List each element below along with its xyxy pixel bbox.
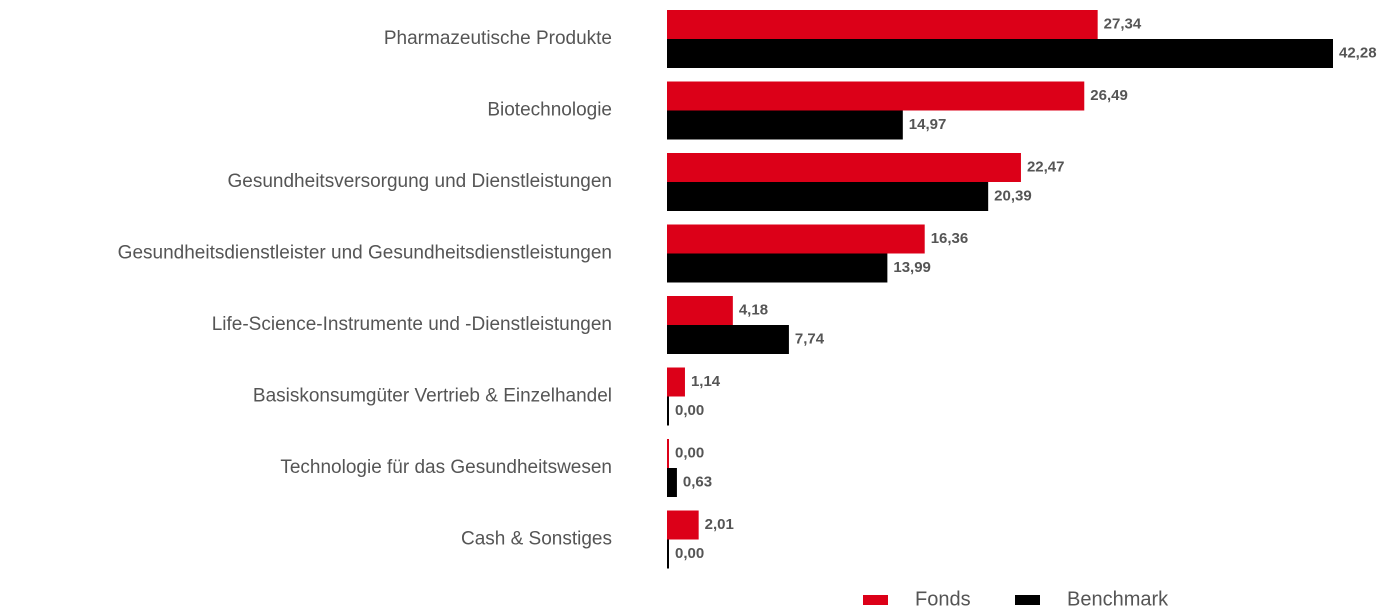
bar xyxy=(667,367,685,397)
value-label: 0,00 xyxy=(675,444,704,461)
value-label: 13,99 xyxy=(893,259,931,276)
value-label: 14,97 xyxy=(909,116,947,133)
value-label: 27,34 xyxy=(1104,15,1142,32)
value-label: 1,14 xyxy=(691,373,721,390)
category-label: Technologie für das Gesundheitswesen xyxy=(280,457,612,478)
category-label: Biotechnologie xyxy=(487,100,612,121)
category-label: Pharmazeutische Produkte xyxy=(384,28,612,49)
legend-swatch xyxy=(1015,595,1040,605)
category-label: Cash & Sonstiges xyxy=(461,529,612,550)
legend-label: Fonds xyxy=(915,588,971,609)
bar xyxy=(667,224,925,254)
bar xyxy=(667,296,733,325)
bar xyxy=(667,396,669,426)
value-label: 16,36 xyxy=(931,230,969,247)
bar xyxy=(667,510,699,540)
value-label: 2,01 xyxy=(705,516,734,533)
category-label: Gesundheitsversorgung und Dienstleistung… xyxy=(228,171,612,192)
bar xyxy=(667,253,888,283)
value-label: 7,74 xyxy=(795,330,825,347)
bar xyxy=(667,10,1098,39)
value-label: 0,00 xyxy=(675,402,704,419)
bar xyxy=(667,110,903,140)
value-label: 42,28 xyxy=(1339,44,1377,61)
category-label: Gesundheitsdienstleister und Gesundheits… xyxy=(118,243,612,264)
bar xyxy=(667,182,989,211)
bar xyxy=(667,153,1021,182)
value-label: 0,63 xyxy=(683,473,712,490)
bar xyxy=(667,81,1085,111)
legend-label: Benchmark xyxy=(1067,588,1169,609)
bar xyxy=(667,39,1333,68)
bar xyxy=(667,468,677,497)
value-label: 20,39 xyxy=(994,187,1032,204)
bar xyxy=(667,539,669,569)
bar xyxy=(667,325,789,354)
value-label: 26,49 xyxy=(1090,87,1128,104)
legend-swatch xyxy=(863,595,888,605)
value-label: 4,18 xyxy=(739,301,768,318)
category-label: Basiskonsumgüter Vertrieb & Einzelhandel xyxy=(253,386,612,407)
value-label: 22,47 xyxy=(1027,158,1065,175)
value-label: 0,00 xyxy=(675,545,704,562)
bar xyxy=(667,439,669,468)
category-label: Life-Science-Instrumente und -Dienstleis… xyxy=(212,314,612,335)
